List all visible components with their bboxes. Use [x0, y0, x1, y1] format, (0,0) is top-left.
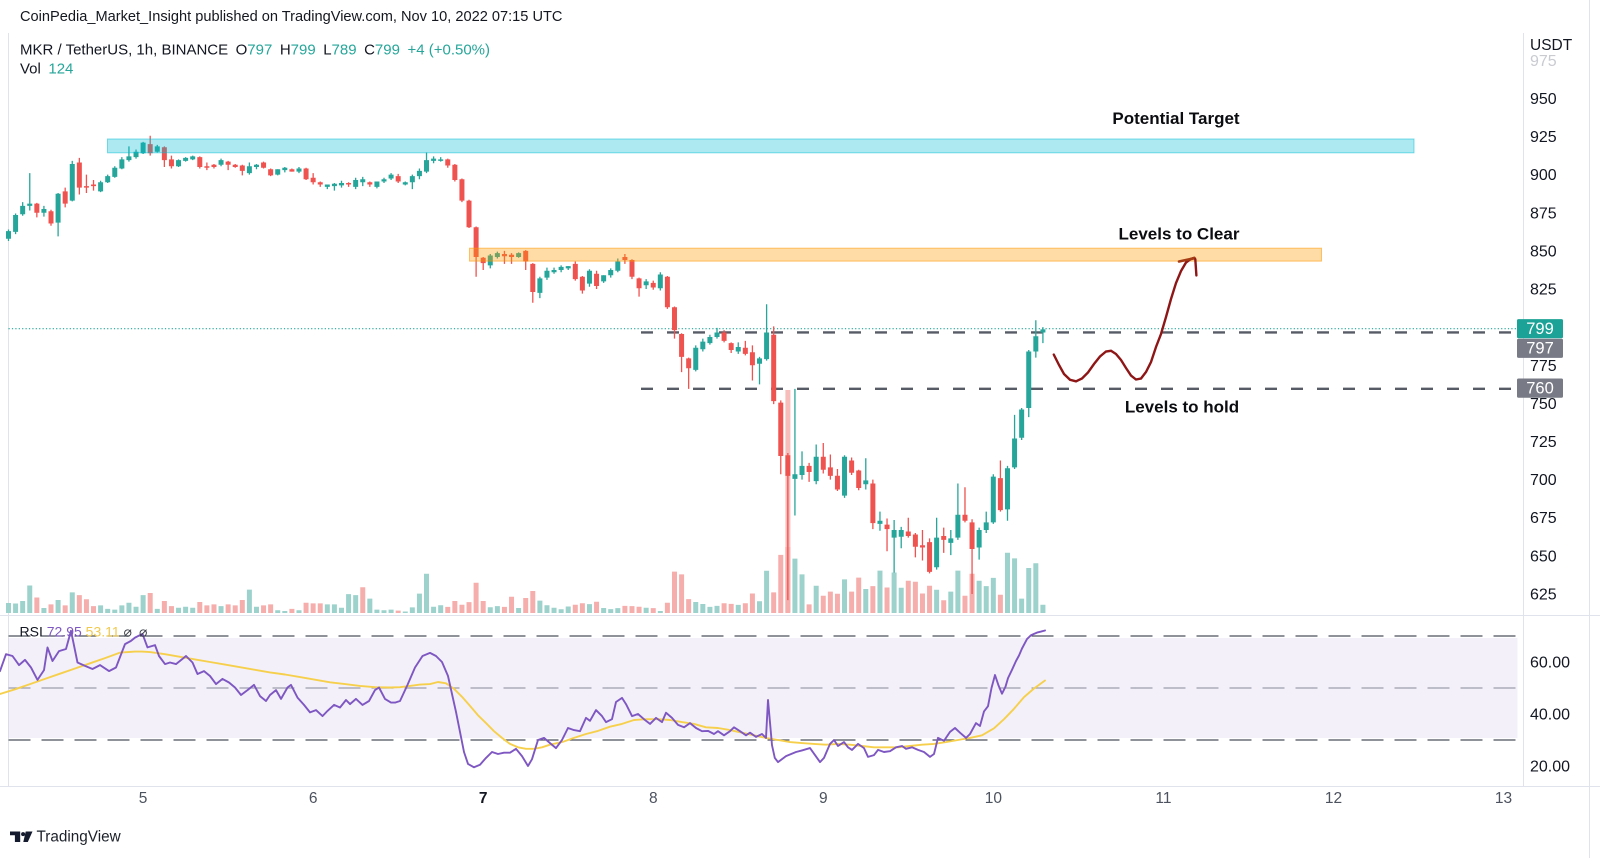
svg-text:850: 850 — [1530, 243, 1557, 260]
svg-text:975: 975 — [1530, 53, 1557, 70]
svg-text:750: 750 — [1530, 396, 1557, 413]
svg-text:925: 925 — [1530, 129, 1557, 146]
svg-text:700: 700 — [1530, 472, 1557, 489]
svg-text:650: 650 — [1530, 548, 1557, 565]
svg-text:CoinPedia_Market_Insight publi: CoinPedia_Market_Insight published on Tr… — [20, 9, 562, 25]
svg-text:825: 825 — [1530, 282, 1557, 299]
svg-text:MKR / TetherUS, 1h, BINANCE O7: MKR / TetherUS, 1h, BINANCE O797 H799 L7… — [20, 42, 490, 59]
svg-text:775: 775 — [1530, 358, 1557, 375]
svg-text:797: 797 — [1526, 340, 1554, 358]
svg-text:USDT: USDT — [1530, 37, 1573, 54]
svg-text:Levels to Clear: Levels to Clear — [1119, 225, 1240, 244]
svg-text:950: 950 — [1530, 91, 1557, 108]
svg-text:40.00: 40.00 — [1530, 707, 1570, 724]
svg-text:20.00: 20.00 — [1530, 759, 1570, 776]
svg-text:Potential Target: Potential Target — [1112, 109, 1240, 128]
svg-text:625: 625 — [1530, 587, 1557, 604]
svg-text:900: 900 — [1530, 167, 1557, 184]
svg-text:799: 799 — [1526, 320, 1554, 338]
svg-text:RSI 72.95 53.11 ⌀ ⌀: RSI 72.95 53.11 ⌀ ⌀ — [20, 624, 148, 640]
svg-text:60.00: 60.00 — [1530, 655, 1570, 672]
svg-text:8: 8 — [649, 790, 658, 807]
svg-text:760: 760 — [1526, 380, 1554, 398]
svg-text:11: 11 — [1155, 790, 1171, 807]
svg-text:9: 9 — [819, 790, 828, 807]
svg-text:10: 10 — [985, 790, 1003, 807]
svg-text:5: 5 — [139, 790, 148, 807]
svg-text:12: 12 — [1325, 790, 1342, 807]
svg-text:TradingView: TradingView — [37, 829, 122, 846]
svg-text:13: 13 — [1495, 790, 1512, 807]
svg-text:Vol 124: Vol 124 — [20, 61, 73, 78]
svg-text:875: 875 — [1530, 205, 1557, 222]
svg-text:7: 7 — [479, 790, 488, 807]
svg-text:725: 725 — [1530, 434, 1557, 451]
svg-text:6: 6 — [309, 790, 318, 807]
svg-text:675: 675 — [1530, 510, 1557, 527]
svg-text:Levels to hold: Levels to hold — [1125, 398, 1239, 417]
